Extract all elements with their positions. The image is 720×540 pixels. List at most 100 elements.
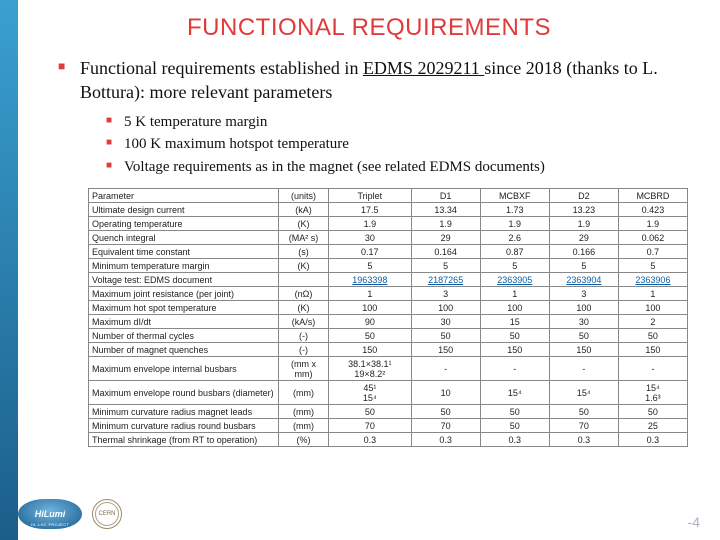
table-row: Maximum envelope round busbars (diameter… [89,381,688,405]
value-cell: 0.17 [329,245,412,259]
value-cell: 5 [480,259,549,273]
value-cell: 2.6 [480,231,549,245]
value-cell: 1.9 [329,217,412,231]
edms-doc-link[interactable]: 2363906 [618,273,687,287]
value-cell: 50 [411,329,480,343]
units-cell: (MA² s) [279,231,329,245]
value-cell: 29 [549,231,618,245]
value-cell: 50 [480,329,549,343]
value-cell: 1.9 [618,217,687,231]
edms-doc-link[interactable]: 2187265 [411,273,480,287]
units-cell: (K) [279,301,329,315]
value-cell: 38.1×38.1¹19×8.2² [329,357,412,381]
units-cell: (-) [279,329,329,343]
value-cell: 0.423 [618,203,687,217]
edms-link[interactable]: EDMS 2029211 [363,58,484,78]
table-row: Minimum curvature radius magnet leads(mm… [89,405,688,419]
col-header: Triplet [329,189,412,203]
value-cell: 1.9 [411,217,480,231]
value-cell: 5 [618,259,687,273]
value-cell: 100 [329,301,412,315]
table-row: Equivalent time constant(s)0.170.1640.87… [89,245,688,259]
table-row: Minimum temperature margin(K)55555 [89,259,688,273]
param-cell: Minimum temperature margin [89,259,279,273]
side-stripe [0,0,18,540]
value-cell: 150 [411,343,480,357]
value-cell: 50 [480,405,549,419]
value-cell: 1.9 [549,217,618,231]
param-cell: Maximum dI/dt [89,315,279,329]
value-cell: 29 [411,231,480,245]
value-cell: 5 [549,259,618,273]
value-cell: 10 [411,381,480,405]
value-cell: 30 [549,315,618,329]
table-head: Parameter(units)TripletD1MCBXFD2MCBRD [89,189,688,203]
requirements-table: Parameter(units)TripletD1MCBXFD2MCBRD Ul… [88,188,688,447]
value-cell: 0.3 [618,433,687,447]
value-cell: 70 [549,419,618,433]
bullet-main: Functional requirements established in E… [66,56,690,178]
value-cell: 0.3 [549,433,618,447]
param-cell: Maximum hot spot temperature [89,301,279,315]
hilumi-logo: HiLumi HL-LHC PROJECT [18,499,82,529]
value-cell: 150 [329,343,412,357]
table-body: Ultimate design current(kA)17.513.341.73… [89,203,688,447]
value-cell: 50 [480,419,549,433]
value-cell: 50 [329,405,412,419]
value-cell: 0.3 [480,433,549,447]
value-cell: 13.34 [411,203,480,217]
cern-logo: CERN [92,499,122,529]
col-header: (units) [279,189,329,203]
units-cell: (nΩ) [279,287,329,301]
value-cell: 5 [329,259,412,273]
value-cell: 100 [480,301,549,315]
value-cell: - [549,357,618,381]
param-cell: Thermal shrinkage (from RT to operation) [89,433,279,447]
table-row: Operating temperature(K)1.91.91.91.91.9 [89,217,688,231]
value-cell: 45¹15⁴ [329,381,412,405]
param-cell: Number of thermal cycles [89,329,279,343]
units-cell: (%) [279,433,329,447]
param-cell: Voltage test: EDMS document [89,273,279,287]
value-cell: - [618,357,687,381]
units-cell: (K) [279,217,329,231]
value-cell: 0.166 [549,245,618,259]
value-cell: 0.062 [618,231,687,245]
param-cell: Maximum envelope internal busbars [89,357,279,381]
units-cell: (mm x mm) [279,357,329,381]
requirements-table-wrap: Parameter(units)TripletD1MCBXFD2MCBRD Ul… [88,188,688,447]
col-header: MCBXF [480,189,549,203]
bullet-list-sub: 5 K temperature margin 100 K maximum hot… [80,111,690,179]
col-header: D1 [411,189,480,203]
table-row: Ultimate design current(kA)17.513.341.73… [89,203,688,217]
value-cell: 0.3 [411,433,480,447]
value-cell: 25 [618,419,687,433]
page-number: -4 [688,514,700,530]
edms-doc-link[interactable]: 2363905 [480,273,549,287]
sub-bullet: 100 K maximum hotspot temperature [110,133,690,156]
value-cell: 50 [549,405,618,419]
table-row: Number of magnet quenches(-)150150150150… [89,343,688,357]
value-cell: 70 [411,419,480,433]
param-cell: Operating temperature [89,217,279,231]
value-cell: 150 [618,343,687,357]
table-row: Maximum dI/dt(kA/s)903015302 [89,315,688,329]
cern-text: CERN [98,511,115,517]
edms-doc-link[interactable]: 2363904 [549,273,618,287]
sub-bullet: 5 K temperature margin [110,111,690,134]
value-cell: 1 [618,287,687,301]
value-cell: 1 [480,287,549,301]
param-cell: Equivalent time constant [89,245,279,259]
table-row: Thermal shrinkage (from RT to operation)… [89,433,688,447]
edms-doc-link[interactable]: 1963398 [329,273,412,287]
value-cell: 15 [480,315,549,329]
value-cell: 100 [618,301,687,315]
value-cell: 50 [411,405,480,419]
param-cell: Number of magnet quenches [89,343,279,357]
value-cell: 50 [618,329,687,343]
value-cell: 0.87 [480,245,549,259]
value-cell: 13.23 [549,203,618,217]
table-row: Voltage test: EDMS document 1963398218726… [89,273,688,287]
param-cell: Maximum envelope round busbars (diameter… [89,381,279,405]
slide-body: FUNCTIONAL REQUIREMENTS Functional requi… [18,0,720,540]
